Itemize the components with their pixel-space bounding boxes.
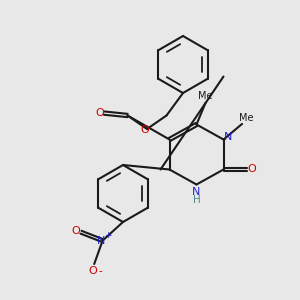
- Text: O: O: [247, 164, 256, 175]
- Text: N: N: [224, 131, 232, 142]
- Text: -: -: [99, 266, 103, 276]
- Text: N: N: [192, 187, 201, 197]
- Text: H: H: [193, 195, 200, 205]
- Text: +: +: [104, 231, 112, 240]
- Text: N: N: [97, 236, 105, 246]
- Text: Me: Me: [239, 113, 254, 123]
- Text: O: O: [140, 124, 149, 135]
- Text: Me: Me: [198, 91, 213, 101]
- Text: O: O: [95, 108, 104, 118]
- Text: O: O: [72, 226, 81, 236]
- Text: O: O: [88, 266, 97, 276]
